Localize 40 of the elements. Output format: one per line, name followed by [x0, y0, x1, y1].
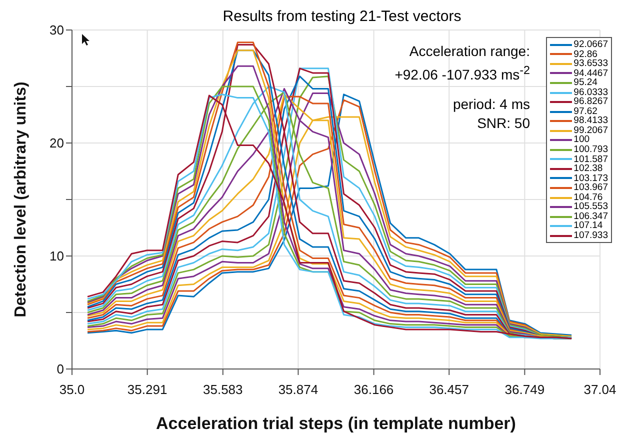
x-tick-label: 35.291 [127, 382, 168, 398]
x-tick-label: 35.583 [203, 382, 243, 398]
annotation: period: 4 ms [452, 94, 530, 114]
legend-label: 98.4133 [574, 115, 608, 126]
legend-label: 104.76 [574, 192, 603, 203]
y-tick-label: 20 [50, 136, 64, 151]
legend-label: 94.4467 [574, 68, 608, 79]
x-tick-label: 36.749 [504, 382, 545, 398]
legend-label: 103.967 [574, 182, 608, 194]
legend-label: 106.347 [574, 210, 608, 222]
x-axis-title: Acceleration trial steps (in template number) [156, 414, 516, 433]
y-tick-label: 10 [50, 248, 64, 264]
legend-label: 92.86 [574, 48, 598, 60]
legend-label: 96.8267 [574, 96, 608, 108]
legend-label: 95.24 [574, 77, 598, 88]
legend-label: 101.587 [574, 154, 608, 165]
y-tick-label: 30 [50, 22, 64, 38]
legend-label: 96.0333 [574, 86, 608, 98]
x-tick-label: 36.166 [354, 382, 394, 398]
legend-label: 93.6533 [574, 58, 608, 70]
legend-label: 107.14 [574, 220, 603, 232]
legend-label: 99.2067 [574, 124, 608, 136]
annotation: SNR: 50 [476, 114, 530, 133]
legend-label: 103.173 [574, 172, 608, 184]
legend-label: 100 [574, 134, 590, 146]
x-tick-label: 35.874 [278, 382, 318, 398]
y-axis-title: Detection level (arbitrary units) [12, 82, 30, 318]
legend-label: 97.62 [574, 106, 598, 117]
annotation: Acceleration range: [408, 42, 530, 61]
legend-label: 107.933 [574, 230, 608, 241]
chart-title: Results from testing 21-Test vectors [222, 8, 462, 25]
annotation: +92.06 -107.933 ms$^{-2}$ [394, 63, 530, 85]
x-tick-label: 35.0 [59, 382, 85, 398]
x-tick-label: 36.457 [429, 382, 469, 398]
legend-label: 102.38 [574, 163, 603, 174]
x-tick-label: 37.04 [584, 382, 616, 398]
legend-label: 92.0667 [574, 39, 608, 50]
legend-label: 105.553 [574, 201, 608, 212]
y-tick-label: 0 [56, 362, 64, 377]
legend-label: 100.793 [574, 144, 608, 156]
